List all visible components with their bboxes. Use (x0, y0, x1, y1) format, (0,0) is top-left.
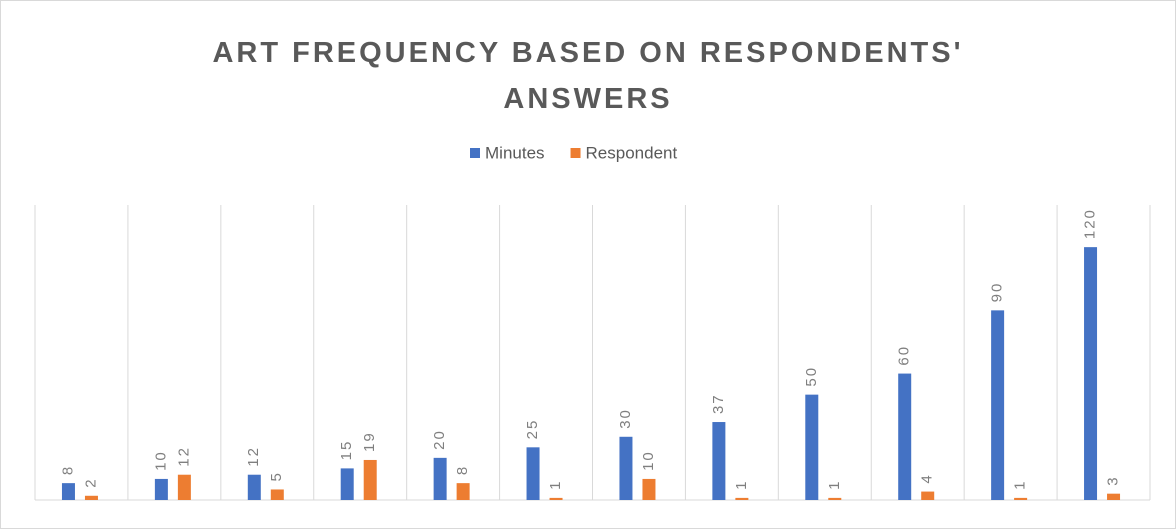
legend-label: Respondent (586, 143, 678, 162)
data-label: 5 (268, 471, 285, 481)
bar (526, 447, 540, 500)
data-label: 20 (431, 429, 448, 450)
bar (270, 489, 284, 500)
data-label: 3 (1105, 475, 1122, 485)
bar (712, 422, 726, 500)
bar (642, 478, 656, 500)
data-label: 8 (59, 465, 76, 475)
data-label: 10 (640, 450, 657, 471)
chart-title: ART FREQUENCY BASED ON RESPONDENTS' ANSW… (212, 37, 964, 115)
bar (1107, 493, 1121, 500)
data-label: 30 (617, 408, 634, 429)
bar (84, 495, 98, 500)
bar (154, 478, 168, 500)
bar (363, 459, 377, 500)
bar (247, 474, 261, 500)
bar (921, 491, 935, 500)
data-label: 1 (1012, 480, 1029, 490)
data-label: 1 (826, 480, 843, 490)
data-label: 90 (989, 282, 1006, 303)
bar (61, 483, 75, 500)
data-label: 8 (454, 465, 471, 475)
bar (1014, 497, 1028, 500)
bar (898, 373, 912, 500)
data-label: 2 (82, 477, 99, 487)
bar (1084, 247, 1098, 500)
data-label: 1 (547, 480, 564, 490)
legend-label: Minutes (485, 143, 545, 162)
legend-swatch (570, 148, 581, 158)
bar (735, 497, 749, 500)
bar (549, 497, 563, 500)
data-label: 60 (896, 345, 913, 366)
data-label: 120 (1082, 208, 1099, 239)
data-label: 25 (524, 419, 541, 440)
data-label: 19 (361, 431, 378, 452)
bar (805, 394, 819, 500)
bar (828, 497, 842, 500)
bar (991, 310, 1005, 500)
bar (340, 468, 354, 500)
bar (177, 474, 191, 500)
data-label: 15 (338, 440, 355, 461)
data-label: 10 (152, 450, 169, 471)
bar (619, 436, 633, 500)
bar (456, 483, 470, 500)
bar (433, 457, 447, 500)
legend-swatch (470, 148, 480, 158)
data-label: 37 (710, 393, 727, 414)
data-label: 4 (919, 473, 936, 483)
data-label: 50 (803, 366, 820, 387)
data-label: 12 (175, 446, 192, 467)
data-label: 1 (733, 480, 750, 490)
data-label: 12 (245, 446, 262, 467)
